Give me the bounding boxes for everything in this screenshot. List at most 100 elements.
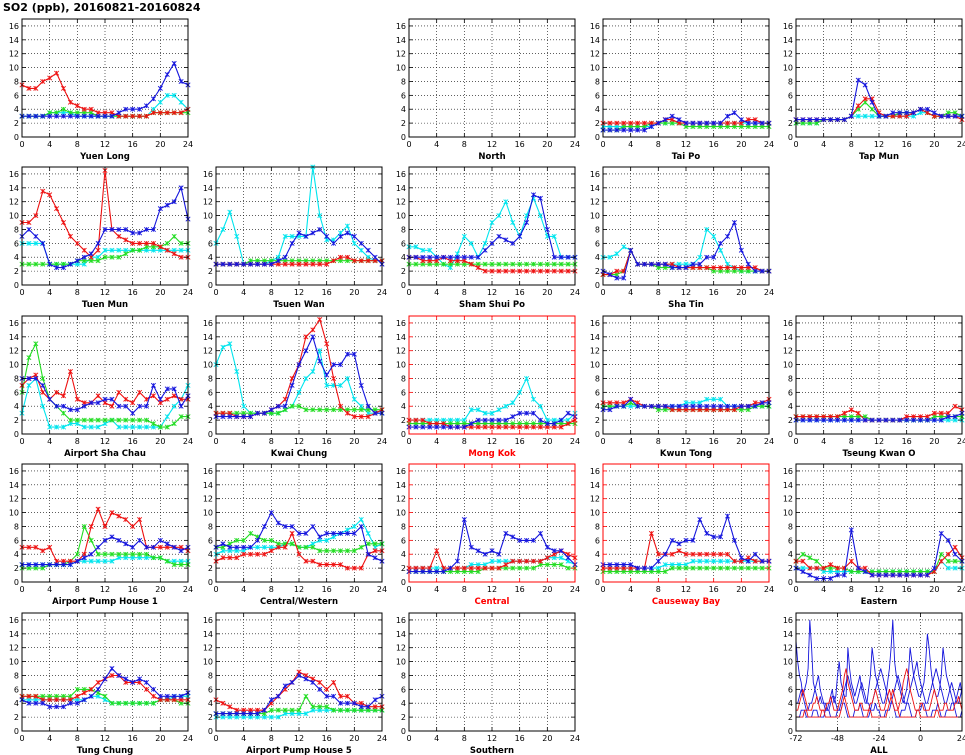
data-point [164, 202, 170, 208]
y-tick-label: 10 [783, 64, 793, 73]
y-tick-label: 8 [14, 77, 19, 86]
y-tick-label: 6 [208, 388, 213, 397]
y-tick-label: 14 [203, 333, 213, 342]
x-tick-label: 24 [764, 288, 774, 297]
y-tick-label: 16 [9, 616, 19, 625]
y-tick-label: 12 [396, 347, 406, 356]
data-point [74, 103, 80, 109]
data-point [738, 555, 744, 561]
data-point [669, 537, 675, 543]
panel-title: Kwun Tong [660, 449, 712, 459]
data-point [60, 113, 67, 119]
data-point [718, 120, 724, 126]
x-tick-label: 4 [241, 734, 246, 743]
data-point [123, 251, 129, 257]
data-point [614, 251, 620, 257]
data-point [67, 233, 73, 239]
data-point [517, 389, 523, 395]
x-tick-label: 0 [793, 140, 798, 149]
x-tick-label: 16 [515, 734, 525, 743]
y-tick-label: 12 [396, 644, 406, 653]
x-tick-label: 12 [681, 437, 691, 446]
data-point [676, 117, 682, 123]
data-point [248, 530, 254, 536]
data-point [123, 396, 129, 402]
data-point [372, 254, 378, 260]
y-tick-label: 0 [208, 430, 213, 439]
data-point [234, 261, 240, 267]
panel-title: Tseung Kwan O [842, 449, 915, 459]
data-point [171, 92, 177, 98]
data-point [275, 258, 281, 264]
data-point [88, 537, 94, 543]
y-tick-label: 16 [203, 170, 213, 179]
x-tick-label: 16 [128, 585, 138, 594]
y-tick-label: 4 [401, 699, 406, 708]
y-tick-label: 10 [9, 212, 19, 221]
data-point [814, 117, 820, 123]
data-point [537, 261, 543, 267]
data-point [26, 382, 32, 388]
data-point [102, 693, 108, 699]
x-tick-label: 20 [349, 585, 359, 594]
data-point [628, 247, 634, 253]
x-tick-label: 4 [47, 437, 52, 446]
panel-title: Tsuen Wan [273, 300, 324, 310]
data-point [489, 548, 495, 554]
data-point [261, 523, 267, 529]
x-tick-label: 0 [406, 437, 411, 446]
data-point [310, 523, 316, 529]
y-tick-label: 10 [9, 361, 19, 370]
data-point [81, 247, 87, 253]
x-tick-label: 20 [929, 585, 939, 594]
y-tick-label: 2 [595, 564, 600, 573]
data-point [178, 403, 184, 409]
x-tick-label: 12 [874, 140, 884, 149]
y-tick-label: 4 [208, 699, 213, 708]
data-point [510, 261, 516, 267]
data-point [171, 110, 177, 116]
y-tick-label: 6 [788, 685, 793, 694]
y-tick-label: 10 [396, 212, 406, 221]
data-point [60, 265, 67, 271]
data-point [317, 213, 323, 219]
data-point [358, 258, 364, 264]
data-point [268, 510, 274, 516]
x-tick-label: 12 [100, 140, 110, 149]
data-point [496, 213, 502, 219]
data-point [848, 113, 854, 119]
data-point [821, 117, 827, 123]
y-tick-label: 12 [9, 495, 19, 504]
x-tick-label: 12 [100, 437, 110, 446]
y-tick-label: 14 [203, 481, 213, 490]
data-point [558, 254, 564, 260]
panel-title: Yuen Long [79, 152, 130, 162]
x-tick-label: 24 [183, 585, 193, 594]
data-point [683, 120, 689, 126]
data-point [344, 410, 350, 416]
data-point [544, 544, 550, 550]
data-point [862, 82, 868, 88]
y-tick-label: 0 [595, 430, 600, 439]
data-point [303, 334, 309, 340]
data-point [220, 344, 226, 350]
data-point [150, 421, 156, 427]
data-point [178, 254, 184, 260]
y-tick-label: 10 [203, 509, 213, 518]
data-point [834, 117, 841, 123]
data-point [718, 240, 724, 246]
data-point [876, 113, 882, 119]
data-point [310, 261, 316, 267]
data-point [123, 237, 129, 243]
data-point [662, 117, 668, 123]
y-tick-label: 14 [396, 630, 406, 639]
x-tick-label: 20 [736, 437, 746, 446]
data-point [855, 77, 861, 83]
x-tick-label: 0 [793, 437, 798, 446]
y-tick-label: 10 [203, 658, 213, 667]
data-point [551, 261, 557, 267]
x-tick-label: 16 [902, 585, 912, 594]
y-tick-label: 16 [203, 616, 213, 625]
panel-title: Causeway Bay [652, 597, 721, 607]
